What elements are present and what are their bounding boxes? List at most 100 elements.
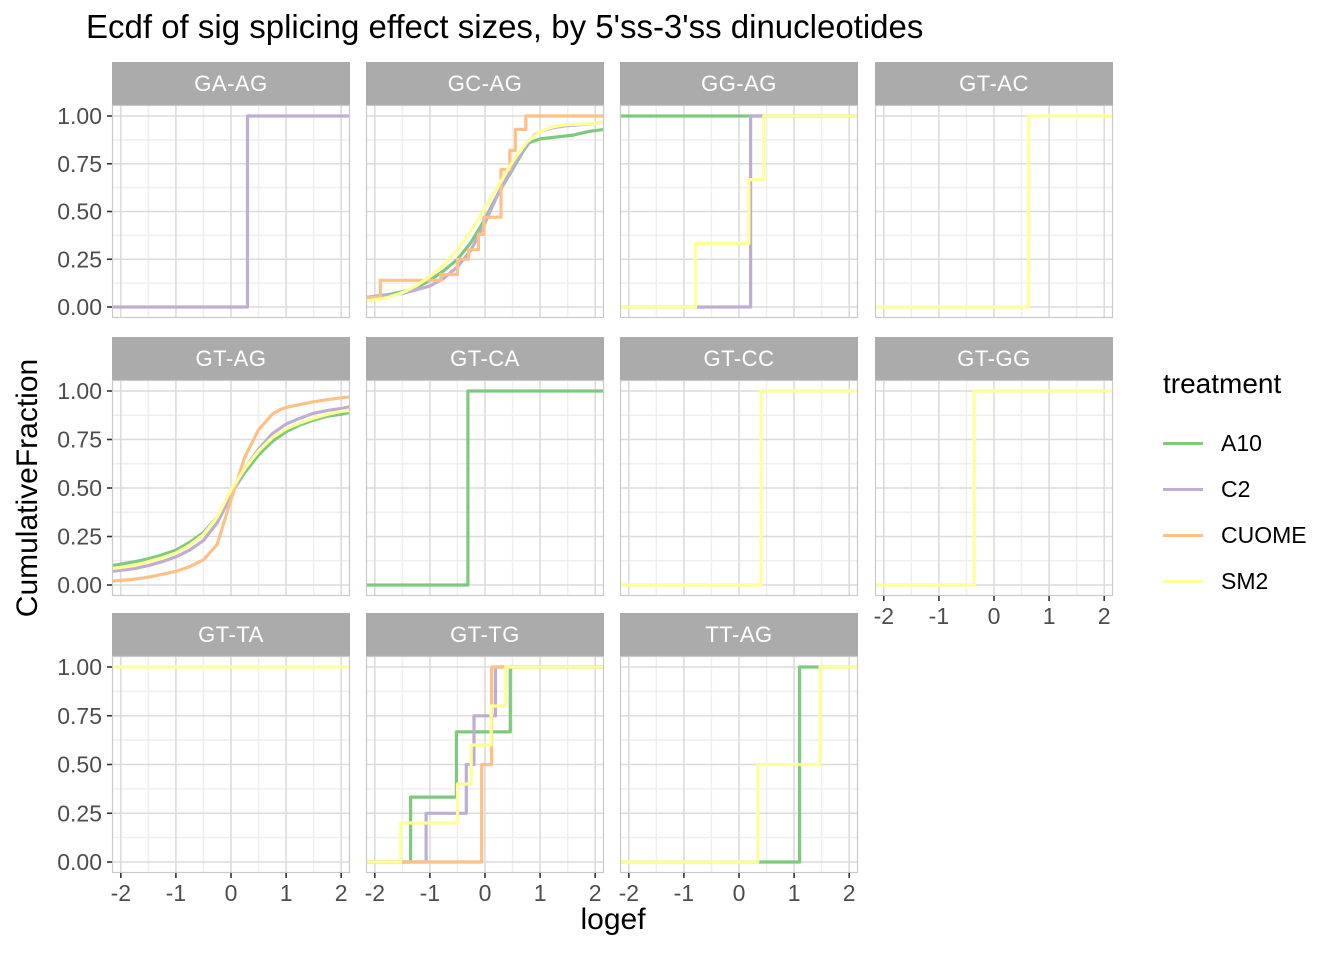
- facet-plot: 0.00 0.25 0.50 0.75 1.00: [57, 378, 351, 598]
- ecdf-line-SM2: [875, 389, 1113, 587]
- ecdf-line-SM2: [875, 114, 1113, 309]
- facet-GT-CC: GT-CC: [619, 337, 859, 597]
- legend-label: A10: [1221, 429, 1262, 456]
- ecdf-line-CUOME: [366, 114, 604, 299]
- ecdf-line-SM2: [620, 389, 858, 587]
- y-tick-label: 0.25: [57, 246, 102, 272]
- facet-plot: -2 -1 0 1 2: [619, 655, 859, 906]
- facet-GG-AG: GG-AG: [619, 62, 859, 319]
- x-tick-label: -1: [929, 603, 949, 629]
- x-tick-label: -1: [420, 880, 440, 906]
- y-tick-label: 0.25: [57, 524, 102, 550]
- y-tick-label: 0.50: [57, 752, 102, 778]
- x-tick-label: 1: [280, 880, 293, 906]
- legend-key-line-SM2: [1163, 579, 1203, 583]
- ecdf-line-A10: [366, 665, 604, 864]
- x-tick-label: 2: [1098, 603, 1111, 629]
- facet-plot: -2 -1 0 1 2 0.00 0.25 0.50 0.75 1.00: [57, 654, 351, 906]
- x-tick-label: 1: [788, 880, 801, 906]
- ecdf-line-SM2: [366, 665, 604, 864]
- facet-GC-AG: GC-AG: [365, 62, 605, 319]
- legend-key-line-CUOME: [1163, 533, 1203, 537]
- y-tick-label: 0.75: [57, 151, 102, 177]
- legend-entry-C2: C2: [1163, 466, 1307, 512]
- facet-GT-AC: GT-AC: [874, 62, 1114, 319]
- x-tick-label: 1: [1043, 603, 1056, 629]
- ecdf-line-A10: [366, 389, 604, 587]
- ecdf-line-SM2: [112, 408, 350, 571]
- facet-GT-AG: GT-AG 0.00 0.25 0.50 0.75 1.00: [57, 337, 351, 598]
- facet-GA-AG: GA-AG 0.00 0.25 0.50 0.75 1.00: [57, 62, 351, 320]
- ecdf-line-SM2: [366, 120, 604, 303]
- legend-label: C2: [1221, 475, 1251, 502]
- y-tick-label: 1.00: [57, 378, 102, 404]
- x-tick-label: -2: [874, 603, 894, 629]
- legend-title: treatment: [1163, 368, 1282, 399]
- y-axis-title: CumulativeFraction: [11, 358, 44, 618]
- legend-label: CUOME: [1221, 521, 1307, 548]
- chart-title: Ecdf of sig splicing effect sizes, by 5'…: [86, 8, 924, 45]
- y-tick-label: 0.75: [57, 703, 102, 729]
- x-tick-label: -1: [674, 880, 694, 906]
- x-tick-label: -2: [111, 880, 131, 906]
- x-tick-label: -1: [166, 880, 186, 906]
- x-tick-label: -2: [365, 880, 385, 906]
- facet-strip-label: TT-AG: [620, 613, 858, 656]
- y-tick-label: 1.00: [57, 654, 102, 680]
- legend-label: SM2: [1221, 567, 1269, 594]
- facet-strip-label: GT-AG: [112, 337, 350, 380]
- x-tick-label: 0: [225, 880, 238, 906]
- facet-plot: [365, 379, 605, 597]
- legend-key-line-C2: [1163, 487, 1203, 491]
- ecdf-line-SM2: [620, 665, 858, 864]
- x-tick-label: 0: [479, 880, 492, 906]
- facet-strip-label: GG-AG: [620, 62, 858, 105]
- legend-key-line-A10: [1163, 441, 1203, 445]
- x-axis-title: logef: [580, 903, 646, 936]
- facet-plot: -2 -1 0 1 2: [874, 379, 1114, 629]
- ecdf-line-A10: [620, 114, 858, 118]
- facet-strip-label: GT-GG: [875, 337, 1113, 380]
- y-tick-label: 0.75: [57, 427, 102, 453]
- ecdf-line-CUOME: [112, 395, 350, 583]
- y-tick-label: 1.00: [57, 103, 102, 129]
- y-tick-label: 0.00: [57, 572, 102, 598]
- facet-strip-label: GT-CA: [366, 337, 604, 380]
- facet-plot: 0.00 0.25 0.50 0.75 1.00: [57, 103, 351, 320]
- facet-strip-label: GA-AG: [112, 62, 350, 105]
- facet-TT-AG: TT-AG -2 -1 0 1 2: [619, 613, 859, 906]
- x-tick-label: 1: [534, 880, 547, 906]
- facet-plot: [619, 104, 859, 319]
- facet-plot: [365, 104, 605, 319]
- x-tick-label: 0: [733, 880, 746, 906]
- y-tick-label: 0.50: [57, 475, 102, 501]
- y-tick-label: 0.50: [57, 199, 102, 225]
- x-tick-label: 2: [335, 880, 348, 906]
- legend-entry-SM2: SM2: [1163, 558, 1307, 604]
- legend-entry-CUOME: CUOME: [1163, 512, 1307, 558]
- facet-strip-label: GT-CC: [620, 337, 858, 380]
- facet-GT-GG: GT-GG -2 -1 0 1 2: [874, 337, 1114, 629]
- facet-strip-label: GC-AG: [366, 62, 604, 105]
- ecdf-line-SM2: [620, 114, 858, 309]
- facet-plot: [874, 104, 1114, 319]
- facet-strip-label: GT-TG: [366, 613, 604, 656]
- legend: treatment A10 C2 CUOME SM2: [1163, 368, 1307, 604]
- facet-GT-TG: GT-TG -2 -1 0 1 2: [365, 613, 605, 906]
- legend-entry-A10: A10: [1163, 420, 1307, 466]
- x-tick-label: 2: [843, 880, 856, 906]
- y-tick-label: 0.00: [57, 294, 102, 320]
- x-tick-label: 2: [589, 880, 602, 906]
- ecdf-line-SM2: [112, 665, 350, 669]
- facet-strip-label: GT-TA: [112, 613, 350, 656]
- ecdf-line-C2: [112, 114, 350, 309]
- facet-plot: -2 -1 0 1 2: [365, 655, 605, 906]
- facet-plot: [619, 379, 859, 597]
- x-tick-label: 0: [988, 603, 1001, 629]
- facet-GT-TA: GT-TA -2 -1 0 1 2 0.00 0.25 0.50 0.75 1.00: [57, 613, 351, 906]
- y-tick-label: 0.00: [57, 849, 102, 875]
- facet-GT-CA: GT-CA: [365, 337, 605, 597]
- x-tick-label: -2: [619, 880, 639, 906]
- facet-strip-label: GT-AC: [875, 62, 1113, 105]
